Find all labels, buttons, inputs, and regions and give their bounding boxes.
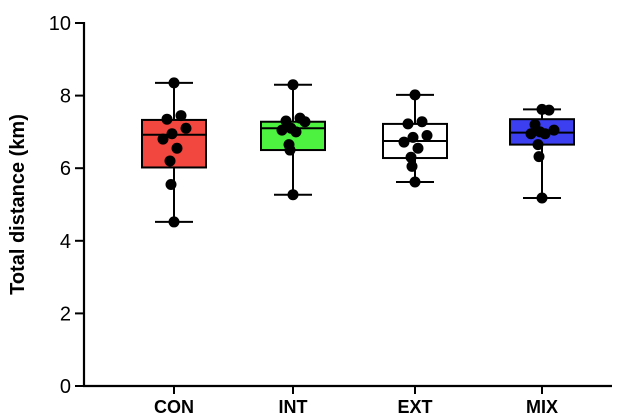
data-point [532, 139, 544, 151]
data-point [402, 118, 414, 130]
data-point [409, 176, 421, 188]
data-point [276, 124, 288, 136]
box-series [141, 77, 575, 228]
data-point [161, 113, 173, 125]
x-tick-label: EXT [397, 397, 432, 417]
data-point [166, 128, 178, 140]
data-point [287, 189, 299, 201]
data-point [543, 104, 555, 116]
y-axis: 0 2 4 6 8 10 [49, 13, 86, 398]
data-point [290, 126, 302, 138]
box-group-ext [382, 89, 448, 188]
data-point [405, 151, 417, 163]
data-point [165, 179, 177, 191]
data-point [171, 142, 183, 154]
data-point [168, 77, 180, 89]
x-tick-label: MIX [526, 397, 558, 417]
data-point [180, 122, 192, 134]
y-tick-label: 8 [60, 86, 71, 108]
data-point [539, 128, 551, 140]
box-group-con [141, 77, 207, 228]
data-point [416, 116, 428, 128]
y-tick-label: 4 [60, 231, 71, 253]
box-group-mix [509, 103, 575, 204]
x-tick-label: CON [154, 397, 194, 417]
data-point [175, 110, 187, 122]
data-point [287, 79, 299, 91]
data-point [536, 192, 548, 204]
x-tick-label: INT [279, 397, 308, 417]
data-point [548, 124, 560, 136]
data-point [412, 142, 424, 154]
y-tick-label: 6 [60, 158, 71, 180]
data-point [299, 116, 311, 128]
x-axis: CON INT EXT MIX [83, 384, 612, 417]
data-point [164, 155, 176, 167]
y-tick-label: 0 [60, 376, 71, 398]
data-point [533, 151, 545, 163]
y-tick-label: 2 [60, 303, 71, 325]
data-point [409, 89, 421, 101]
data-point [284, 144, 296, 156]
box-group-int [260, 79, 326, 201]
y-axis-title: Total distance (km) [7, 114, 29, 295]
data-point [421, 130, 433, 142]
data-point [157, 133, 169, 145]
data-point [407, 131, 419, 143]
data-point [398, 136, 410, 148]
data-point [525, 128, 537, 140]
data-point [168, 216, 180, 228]
data-point [406, 160, 418, 172]
y-tick-label: 10 [49, 13, 71, 35]
